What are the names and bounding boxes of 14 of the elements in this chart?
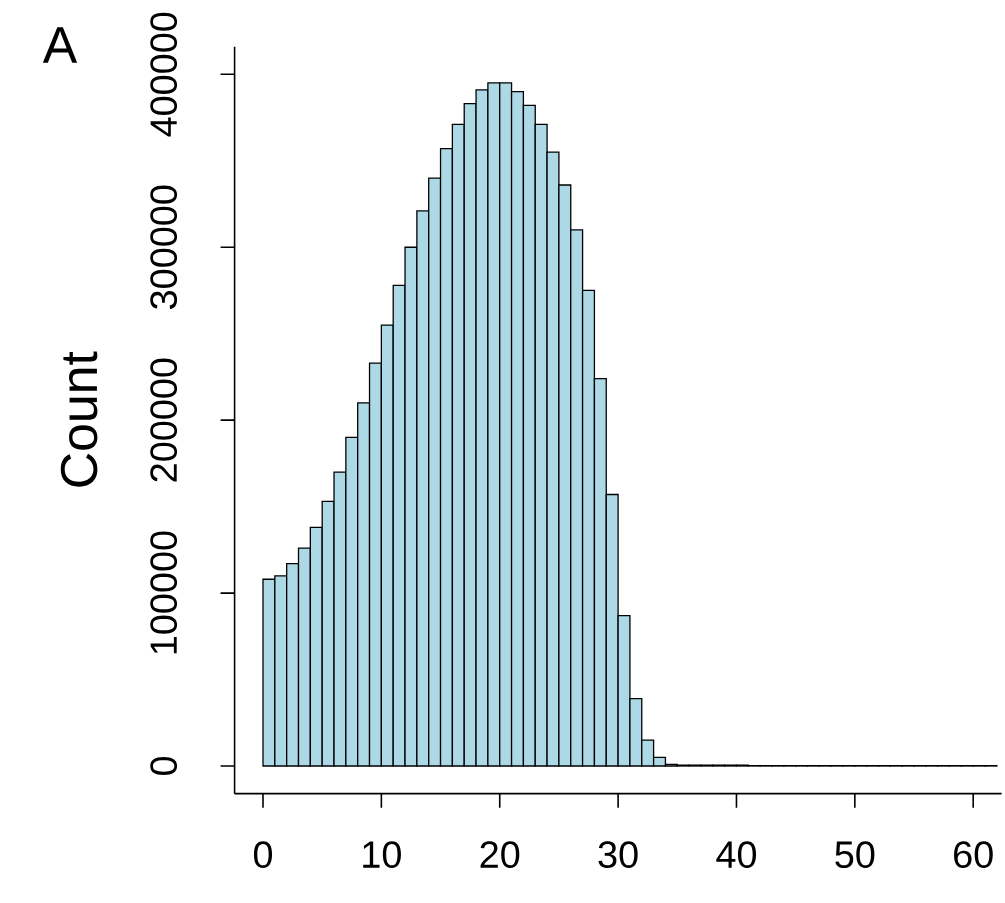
x-tick-label: 40 [716,841,757,868]
x-tick-label: 0 [253,841,273,868]
x-tick-label: 30 [598,841,638,868]
y-axis-title: Count [60,351,98,487]
y-tick-label: 200000 [150,358,178,482]
y-tick-label: 300000 [150,185,178,309]
x-tick-label: 20 [480,841,520,868]
x-tick-label: 60 [954,841,993,868]
x-tick-label: 50 [835,841,875,868]
chart-title: A [42,27,78,63]
y-tick-label: 400000 [150,12,178,137]
y-tick-label: 100000 [150,531,178,654]
x-tick-label: 10 [363,841,401,868]
y-tick-label: 0 [150,756,178,776]
